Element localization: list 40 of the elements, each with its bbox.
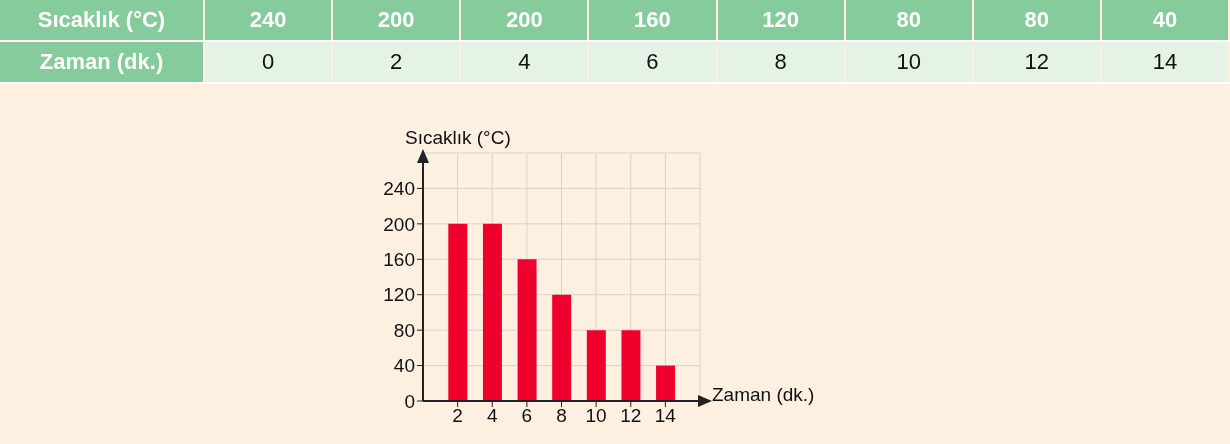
text: Sıcaklık (°C): [0, 0, 203, 40]
x-tick-label: 14: [654, 405, 677, 427]
y-axis-title: Sıcaklık (°C): [405, 127, 511, 149]
text: 6: [589, 42, 716, 82]
text: 240: [205, 0, 332, 40]
text: 40: [1101, 0, 1228, 40]
text: 8: [717, 42, 844, 82]
y-tick-label: 240: [383, 178, 415, 200]
text: 200: [461, 0, 588, 40]
bar: [482, 223, 502, 401]
y-tick-label: 160: [383, 249, 415, 271]
y-tick-label: 0: [404, 390, 415, 412]
y-tick-label: 120: [383, 284, 415, 306]
text: 14: [1101, 42, 1228, 82]
text: 12: [973, 42, 1100, 82]
text: 2: [333, 42, 460, 82]
y-tick-label: 80: [393, 319, 415, 341]
x-tick-label: 6: [521, 405, 533, 427]
bar: [448, 223, 468, 401]
text: 4: [461, 42, 588, 82]
text: 80: [845, 0, 972, 40]
text: 160: [589, 0, 716, 40]
x-tick-label: 2: [452, 405, 463, 427]
text: 120: [717, 0, 844, 40]
bar: [656, 365, 676, 401]
x-axis-title: Zaman (dk.): [712, 384, 815, 406]
text: 10: [845, 42, 972, 82]
x-tick-label: 4: [486, 405, 498, 427]
text: 0: [205, 42, 332, 82]
text: 80: [973, 0, 1100, 40]
y-tick-label: 200: [383, 213, 415, 235]
x-tick-label: 10: [585, 405, 607, 427]
text: Zaman (dk.): [0, 42, 203, 82]
x-tick-label: 8: [556, 405, 567, 427]
bar: [586, 330, 606, 401]
bar: [621, 330, 641, 401]
bar: [517, 259, 537, 401]
x-tick-label: 12: [620, 405, 642, 427]
bar: [552, 294, 572, 401]
y-tick-label: 40: [393, 355, 415, 377]
